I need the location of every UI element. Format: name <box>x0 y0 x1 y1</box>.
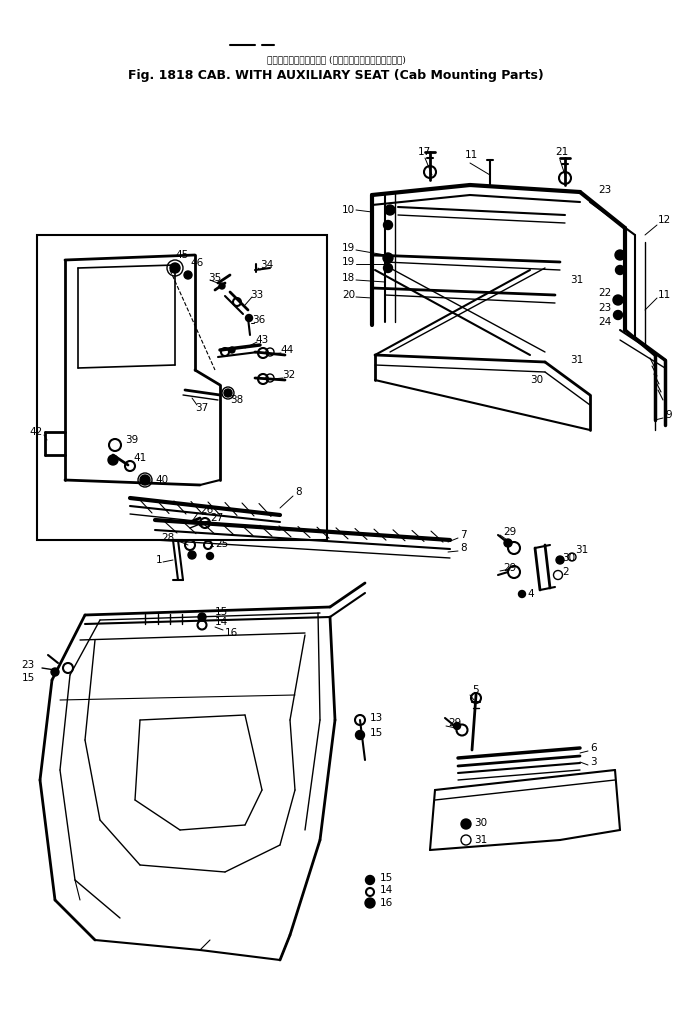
Text: 29: 29 <box>503 563 516 573</box>
Circle shape <box>518 590 526 597</box>
Text: 23: 23 <box>22 660 35 670</box>
Text: 28: 28 <box>162 533 175 543</box>
Text: 14: 14 <box>215 617 228 627</box>
Circle shape <box>384 264 392 272</box>
Text: 40: 40 <box>155 475 168 485</box>
Text: 17: 17 <box>418 147 431 157</box>
Text: 7: 7 <box>460 530 466 540</box>
Text: 31: 31 <box>570 355 583 365</box>
Circle shape <box>504 539 512 547</box>
Text: 10: 10 <box>342 205 355 215</box>
Circle shape <box>385 205 395 215</box>
Circle shape <box>614 311 623 319</box>
Circle shape <box>355 730 365 740</box>
Text: 14: 14 <box>380 885 393 895</box>
Text: 23: 23 <box>598 303 611 313</box>
Circle shape <box>188 551 196 559</box>
Circle shape <box>108 455 118 465</box>
Circle shape <box>229 347 235 353</box>
Text: 6: 6 <box>590 743 597 753</box>
Text: 33: 33 <box>250 290 263 300</box>
Text: 11: 11 <box>465 150 479 160</box>
Text: 19: 19 <box>342 243 355 253</box>
Text: 24: 24 <box>598 317 611 327</box>
Text: 41: 41 <box>133 453 146 463</box>
Bar <box>37 235 327 540</box>
Text: 36: 36 <box>252 315 265 325</box>
Circle shape <box>184 271 192 279</box>
Circle shape <box>198 613 206 621</box>
Text: 1: 1 <box>155 555 162 565</box>
Text: 35: 35 <box>208 273 221 283</box>
Circle shape <box>613 295 623 305</box>
Text: 15: 15 <box>215 607 228 617</box>
Circle shape <box>170 263 180 273</box>
Text: 29: 29 <box>448 718 461 728</box>
Text: 16: 16 <box>225 628 238 638</box>
Circle shape <box>616 266 625 274</box>
Circle shape <box>365 898 375 908</box>
Circle shape <box>461 819 471 829</box>
Text: 26: 26 <box>200 505 213 515</box>
Circle shape <box>383 253 393 263</box>
Text: 15: 15 <box>380 873 393 883</box>
Text: 23: 23 <box>598 185 611 195</box>
Text: 30: 30 <box>530 375 543 385</box>
Text: 31: 31 <box>474 835 487 845</box>
Circle shape <box>384 221 392 229</box>
Text: 13: 13 <box>370 713 383 723</box>
Text: 32: 32 <box>282 370 295 380</box>
Text: 12: 12 <box>658 215 671 225</box>
Circle shape <box>454 722 460 729</box>
Text: 16: 16 <box>380 898 393 908</box>
Text: 43: 43 <box>255 335 269 345</box>
Circle shape <box>615 250 625 260</box>
Text: 20: 20 <box>342 290 355 300</box>
Text: 18: 18 <box>342 273 355 283</box>
Circle shape <box>219 283 225 290</box>
Text: 2: 2 <box>562 567 569 577</box>
Text: 11: 11 <box>658 290 671 300</box>
Text: 4: 4 <box>527 589 534 599</box>
Text: 29: 29 <box>503 527 516 537</box>
Text: 8: 8 <box>460 543 466 553</box>
Text: 27: 27 <box>210 513 223 523</box>
Text: 46: 46 <box>190 258 203 268</box>
Text: 31: 31 <box>570 275 583 285</box>
Text: 44: 44 <box>280 345 293 355</box>
Text: 21: 21 <box>555 147 568 157</box>
Circle shape <box>207 552 213 560</box>
Circle shape <box>246 314 252 321</box>
Text: 3: 3 <box>590 757 597 767</box>
Text: 45: 45 <box>175 250 188 260</box>
Text: 42: 42 <box>30 427 43 437</box>
Text: 38: 38 <box>230 395 243 405</box>
Text: 34: 34 <box>260 260 273 270</box>
Circle shape <box>365 876 374 885</box>
Text: 19: 19 <box>342 257 355 267</box>
Text: 9: 9 <box>665 410 672 420</box>
Circle shape <box>556 555 564 564</box>
Text: 31: 31 <box>575 545 588 555</box>
Text: 37: 37 <box>195 403 208 413</box>
Text: キャブ、補　助　座　付 (キャブマウンティングパーツ): キャブ、補 助 座 付 (キャブマウンティングパーツ) <box>267 55 405 64</box>
Text: 22: 22 <box>598 288 611 298</box>
Circle shape <box>51 668 59 676</box>
Text: 30: 30 <box>562 553 575 563</box>
Text: 39: 39 <box>125 435 138 445</box>
Circle shape <box>140 475 150 485</box>
Text: 30: 30 <box>474 818 487 828</box>
Text: 15: 15 <box>22 673 35 683</box>
Text: 5: 5 <box>472 685 479 695</box>
Text: 15: 15 <box>370 728 383 738</box>
Text: 8: 8 <box>295 487 302 497</box>
Text: Fig. 1818 CAB. WITH AUXILIARY SEAT (Cab Mounting Parts): Fig. 1818 CAB. WITH AUXILIARY SEAT (Cab … <box>128 70 544 83</box>
Circle shape <box>224 389 232 397</box>
Text: 25: 25 <box>215 539 228 549</box>
